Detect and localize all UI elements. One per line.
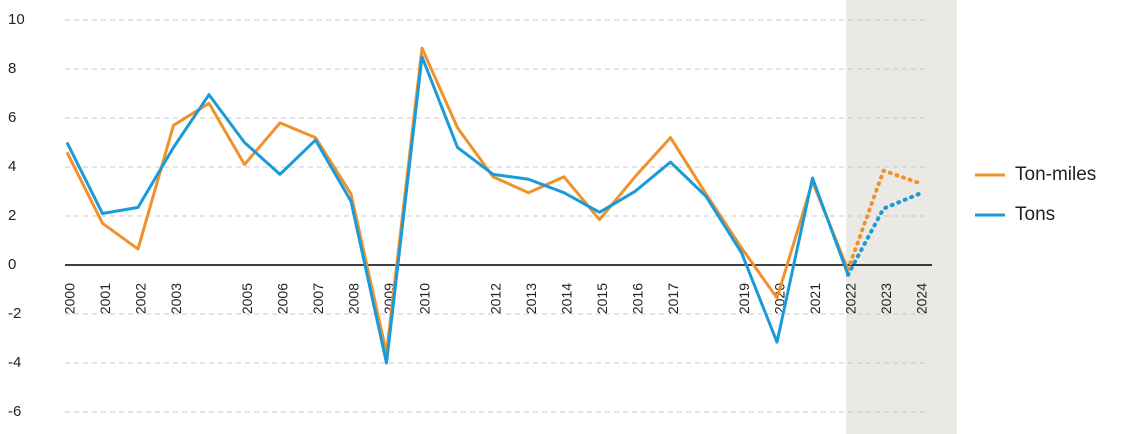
legend-label: Ton-miles (1015, 164, 1096, 185)
x-tick-label: 2013 (523, 283, 539, 314)
x-tick-label: 2007 (310, 283, 326, 314)
y-tick-label: 0 (8, 256, 16, 273)
forecast-shade (846, 0, 957, 434)
y-tick-label: 6 (8, 109, 16, 126)
x-tick-label: 2010 (417, 283, 433, 314)
y-tick-label: -4 (8, 354, 21, 371)
y-tick-label: -6 (8, 403, 21, 420)
x-tick-label: 2016 (630, 283, 646, 314)
x-tick-label: 2024 (914, 283, 930, 314)
x-tick-label: 2015 (594, 283, 610, 314)
x-tick-label: 2002 (133, 283, 149, 314)
x-tick-label: 2022 (843, 283, 859, 314)
y-tick-label: 8 (8, 60, 16, 77)
series-line (65, 55, 850, 365)
x-tick-label: 2023 (878, 283, 894, 314)
y-tick-label: 10 (8, 11, 25, 28)
series-line (846, 191, 921, 277)
x-tick-label: 2000 (62, 283, 78, 314)
legend-label: Tons (1015, 204, 1055, 225)
y-tick-label: -2 (8, 305, 21, 322)
x-tick-label: 2019 (736, 283, 752, 314)
x-tick-label: 2014 (559, 283, 575, 314)
y-tick-label: 2 (8, 207, 16, 224)
x-tick-label: 2001 (97, 283, 113, 314)
x-tick-label: 2005 (239, 283, 255, 314)
y-tick-label: 4 (8, 158, 16, 175)
x-tick-label: 2008 (346, 283, 362, 314)
x-tick-label: 2012 (488, 283, 504, 314)
series-line (846, 168, 921, 272)
x-tick-label: 2021 (807, 283, 823, 314)
x-tick-label: 2003 (168, 283, 184, 314)
x-tick-label: 2017 (665, 283, 681, 314)
x-tick-label: 2006 (275, 283, 291, 314)
